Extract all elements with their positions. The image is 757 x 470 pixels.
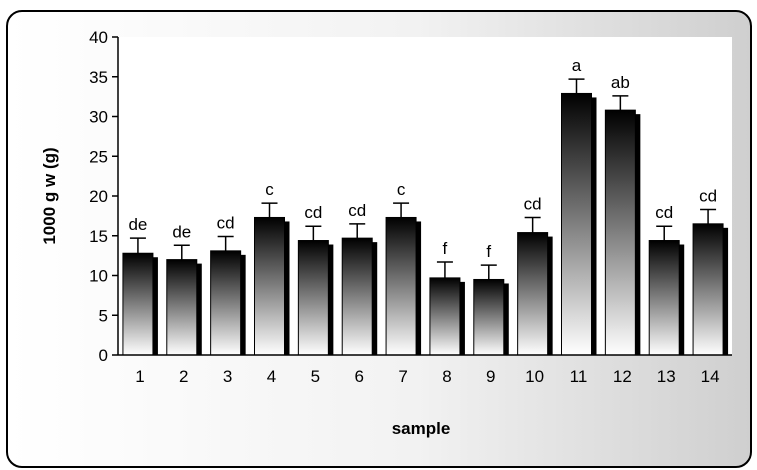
bar-shadow — [239, 254, 246, 355]
significance-label: de — [172, 222, 191, 241]
x-tick-label: 8 — [442, 367, 451, 386]
bar — [122, 252, 154, 356]
x-tick-label: 4 — [267, 367, 276, 386]
significance-label: c — [397, 180, 406, 199]
x-tick-label: 2 — [179, 367, 188, 386]
bar-shadow — [546, 236, 553, 355]
significance-label: f — [443, 239, 448, 258]
bar — [297, 240, 329, 356]
bar-shadow — [590, 97, 597, 355]
chart-frame: de de cd c cd cd c f f cd a ab cd cd 0 5 10 15 20 25 30 35 40… — [6, 10, 752, 468]
x-tick-label: 6 — [354, 367, 363, 386]
y-tick-label: 35 — [89, 68, 108, 87]
y-tick-label: 25 — [89, 147, 108, 166]
bar-shadow — [722, 227, 729, 355]
bar — [648, 240, 680, 356]
bar — [341, 237, 373, 356]
bar — [385, 216, 417, 356]
bar — [210, 250, 242, 356]
significance-label: cd — [348, 201, 366, 220]
bar-shadow — [327, 244, 334, 355]
y-tick-label: 0 — [99, 346, 108, 365]
x-tick-label: 10 — [525, 367, 544, 386]
x-tick-label: 12 — [613, 367, 632, 386]
significance-label: ab — [611, 73, 630, 92]
bars-layer: de de cd c cd cd c f f cd a ab cd cd — [122, 56, 729, 356]
y-tick-label: 5 — [99, 306, 108, 325]
x-tick-label: 1 — [135, 367, 144, 386]
bar-shadow — [415, 221, 422, 355]
bar-shadow — [151, 257, 158, 355]
bar — [166, 259, 198, 356]
bar — [692, 223, 724, 356]
significance-label: cd — [524, 194, 542, 213]
x-tick-label: 11 — [570, 367, 588, 386]
x-tick-label: 13 — [657, 367, 676, 386]
y-ticks: 0 5 10 15 20 25 30 35 40 — [89, 28, 118, 365]
bar-shadow — [634, 114, 641, 355]
significance-label: cd — [217, 214, 235, 233]
bar — [429, 277, 461, 356]
y-tick-label: 15 — [89, 227, 108, 246]
bar-shadow — [195, 263, 202, 355]
y-tick-label: 20 — [89, 187, 108, 206]
significance-label: cd — [699, 187, 717, 206]
y-tick-label: 40 — [89, 28, 108, 47]
x-tick-label: 7 — [398, 367, 407, 386]
significance-label: f — [486, 242, 491, 261]
y-tick-label: 10 — [89, 267, 108, 286]
bar — [561, 92, 592, 356]
bar-shadow — [371, 242, 378, 355]
x-tick-label: 3 — [223, 367, 232, 386]
x-tick-label: 9 — [486, 367, 495, 386]
y-tick-label: 30 — [89, 108, 108, 127]
bar — [517, 232, 549, 356]
significance-label: c — [265, 180, 274, 199]
bar — [254, 216, 285, 356]
bar — [473, 278, 505, 356]
bar-shadow — [458, 281, 465, 355]
significance-label: de — [128, 215, 147, 234]
significance-label: cd — [304, 203, 322, 222]
bar-shadow — [502, 283, 509, 355]
bar-shadow — [283, 221, 290, 355]
significance-label: cd — [655, 203, 673, 222]
y-axis-title: 1000 g w (g) — [40, 147, 59, 244]
x-axis-title: sample — [392, 419, 451, 438]
bar — [604, 109, 636, 356]
x-tick-label: 14 — [701, 367, 720, 386]
x-ticks: 1 2 3 4 5 6 7 8 9 10 11 12 13 14 — [135, 367, 719, 386]
bar-shadow — [678, 244, 685, 355]
significance-label: a — [572, 56, 582, 75]
x-tick-label: 5 — [311, 367, 320, 386]
